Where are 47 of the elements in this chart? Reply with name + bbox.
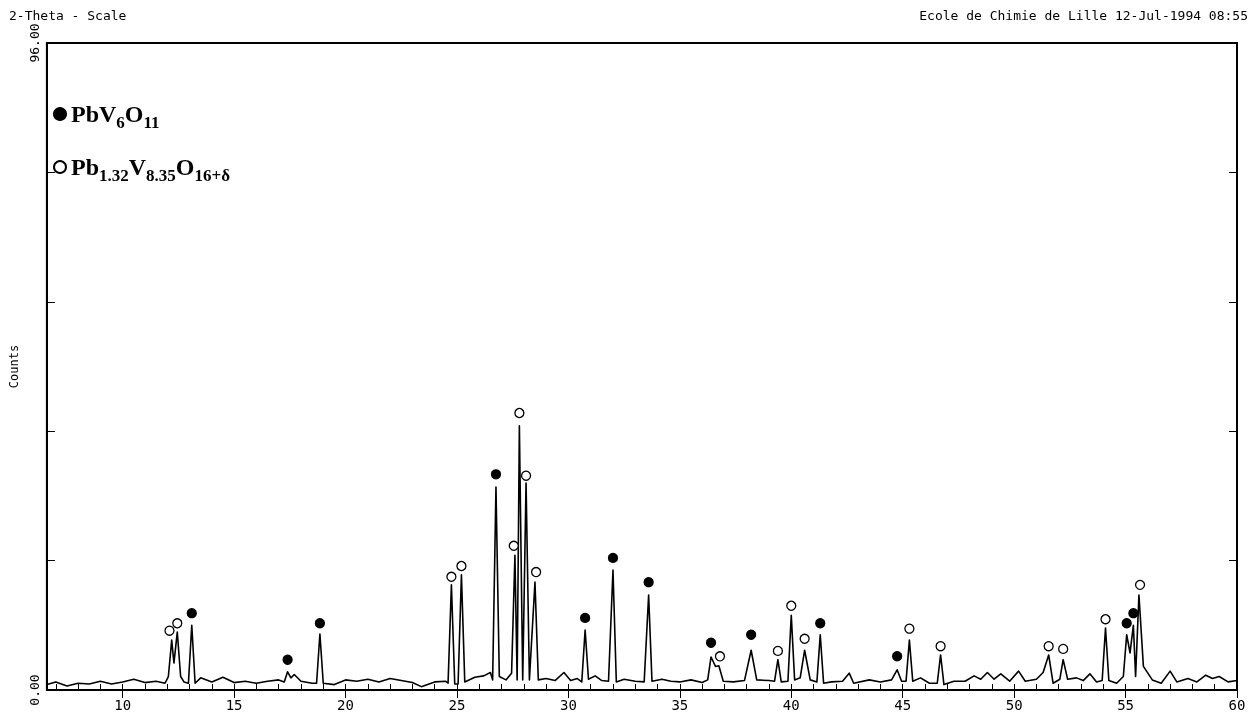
point [714,651,726,662]
point [446,571,457,582]
point [1100,614,1111,625]
point [904,623,915,634]
point [282,654,293,665]
point [799,633,810,644]
x-tick-label: 50 [1005,697,1023,713]
x-tick-label: 15 [225,697,243,713]
y-tick-label: 0.00 [26,674,42,706]
point [772,645,784,657]
point [1134,579,1146,591]
x-tick-label: 45 [894,697,912,713]
point [530,566,542,578]
x-tick-label: 25 [448,697,466,713]
point [1121,618,1132,629]
point [786,600,797,611]
y-tick-label: 96.00 [26,23,42,63]
point [746,629,757,640]
point [1043,641,1054,652]
point [508,540,519,551]
x-tick-label: 40 [782,697,800,713]
chart-title: 2-Theta - Scale [9,8,127,23]
point [520,470,532,481]
point [1128,608,1139,619]
point [643,577,654,588]
point [490,469,502,480]
point [514,407,525,419]
y-axis-title: Counts [7,344,21,389]
point [579,612,591,624]
point [456,560,467,572]
point [607,552,619,564]
point [705,637,717,648]
x-tick-label: 55 [1117,697,1134,713]
x-tick-label: 35 [671,697,689,713]
point [172,618,183,629]
x-tick-label: 60 [1228,697,1246,713]
point [314,618,326,629]
point [815,618,826,629]
point [891,651,903,662]
x-tick-label: 30 [559,697,577,713]
point [186,608,197,619]
text: Ecole de Chimie de Lille 12-Jul-1994 08:55 [919,8,1249,23]
x-tick-label: 10 [114,697,132,713]
point [935,641,946,652]
point [164,625,175,636]
point [1058,643,1069,655]
x-tick-label: 20 [337,697,354,713]
